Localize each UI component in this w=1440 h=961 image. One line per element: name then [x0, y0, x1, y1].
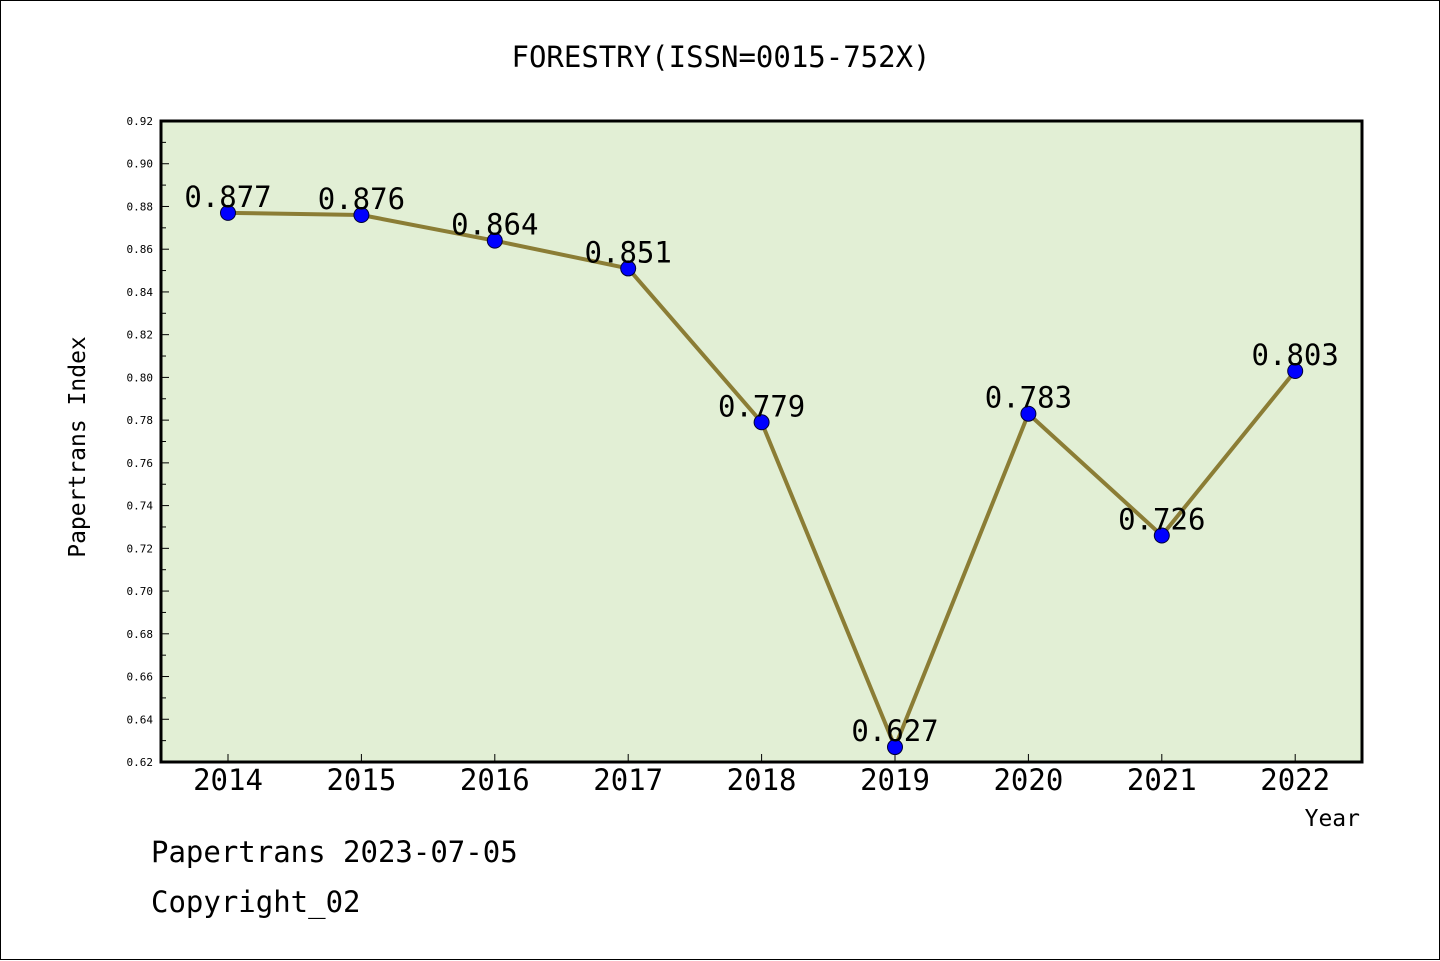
footer-copyright-text: Copyright_02 — [151, 885, 361, 919]
data-label: 0.803 — [1252, 338, 1339, 372]
y-axis-label: Papertrans Index — [65, 336, 91, 558]
y-tick-label: 0.66 — [127, 671, 154, 684]
y-tick-label: 0.76 — [127, 457, 154, 470]
x-tick-label: 2022 — [1260, 763, 1330, 797]
data-label: 0.627 — [851, 714, 938, 748]
y-tick-label: 0.82 — [127, 329, 154, 342]
y-tick-label: 0.68 — [127, 628, 154, 641]
data-point — [486, 232, 503, 249]
y-tick-label: 0.74 — [127, 500, 154, 513]
y-tick-label: 0.62 — [127, 756, 154, 769]
y-tick-label: 0.90 — [127, 158, 154, 171]
data-label: 0.783 — [985, 381, 1072, 415]
y-tick-label: 0.80 — [127, 371, 154, 384]
data-point — [1020, 405, 1037, 422]
x-tick-label: 2019 — [860, 763, 930, 797]
data-point — [620, 260, 637, 277]
data-label: 0.726 — [1118, 503, 1205, 537]
y-tick-label: 0.86 — [127, 243, 154, 256]
data-label: 0.876 — [318, 182, 405, 216]
x-tick-label: 2021 — [1127, 763, 1197, 797]
data-point — [1287, 362, 1304, 379]
data-point — [753, 414, 770, 431]
chart-title: FORESTRY(ISSN=0015-752X) — [511, 40, 930, 74]
x-tick-label: 2020 — [993, 763, 1063, 797]
series-layer: 0.877 0.876 0.864 0.851 0.779 0.627 0.783 0.726… — [184, 180, 1339, 756]
y-tick-label: 0.64 — [127, 713, 154, 726]
y-tick-label: 0.78 — [127, 414, 154, 427]
x-tick-label: 2014 — [193, 763, 263, 797]
y-tick-label: 0.84 — [127, 286, 154, 299]
data-label: 0.864 — [451, 208, 538, 242]
y-axis: 0.62 0.64 0.66 0.68 0.70 0.72 0.74 0.76 0.78 0.80… — [127, 115, 169, 769]
data-point — [220, 204, 236, 221]
data-point — [353, 207, 370, 224]
y-tick-label: 0.88 — [127, 200, 154, 213]
footer-date-text: Papertrans 2023-07-05 — [151, 835, 518, 869]
x-tick-label: 2016 — [460, 763, 530, 797]
y-tick-label: 0.72 — [127, 542, 154, 555]
data-label: 0.779 — [718, 389, 805, 423]
x-axis-label: Year — [1305, 806, 1360, 832]
plot-area — [159, 119, 1364, 764]
x-tick-label: 2015 — [326, 763, 396, 797]
data-label: 0.851 — [585, 235, 672, 269]
x-tick-label: 2017 — [593, 763, 663, 797]
x-tick-label: 2018 — [727, 763, 797, 797]
data-label: 0.877 — [184, 180, 271, 214]
y-tick-label: 0.92 — [127, 115, 154, 128]
data-point — [887, 739, 903, 756]
x-axis: 2014 2015 2016 2017 2018 2019 2020 2021 2022 — [193, 754, 1330, 797]
y-tick-label: 0.70 — [127, 585, 154, 598]
data-point — [1153, 527, 1170, 544]
